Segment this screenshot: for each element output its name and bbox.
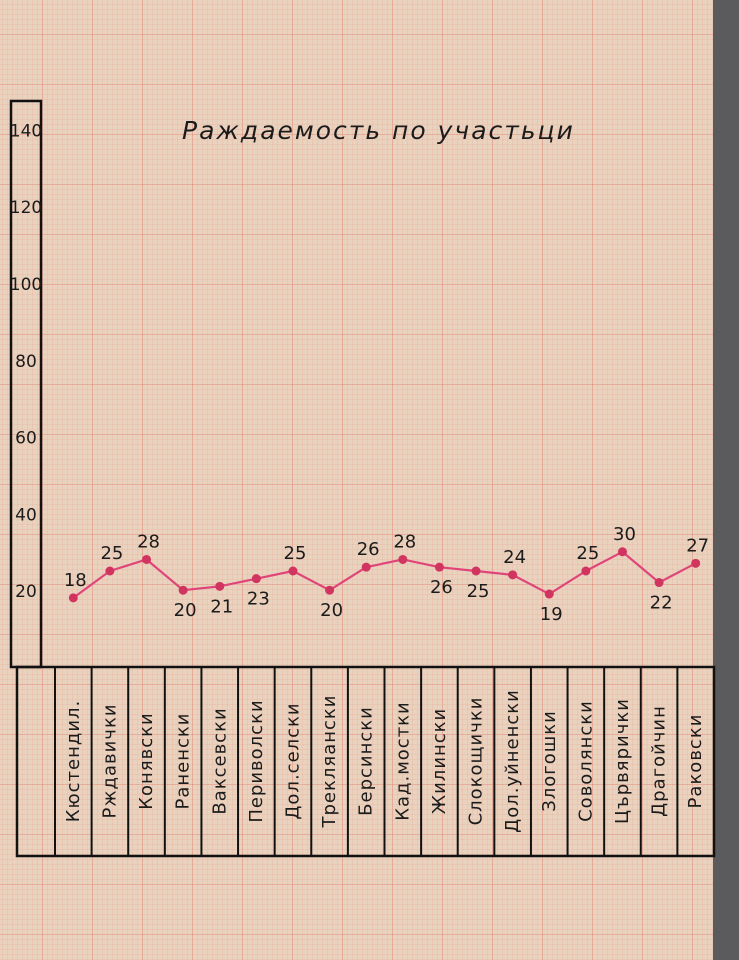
point-label: 25 [467, 581, 490, 602]
data-series: 18 25 28 20 21 23 25 20 26 28 26 25 24 19 25 30 22 27 [64, 524, 709, 625]
point-label: 28 [393, 531, 416, 552]
data-point [508, 570, 518, 580]
y-tick-label: 140 [10, 121, 42, 141]
y-axis-ticks: 20 40 60 80 100 120 140 [10, 121, 42, 602]
category-label: Злогошки [539, 710, 560, 812]
data-point [471, 566, 481, 576]
category-label: Периволски [246, 699, 267, 822]
point-label: 27 [686, 535, 709, 556]
category-label: Трекляански [319, 695, 340, 829]
data-point [544, 589, 554, 599]
category-label: Раненски [173, 713, 194, 810]
point-label: 23 [247, 589, 270, 610]
series-line [72, 550, 697, 599]
y-tick-label: 60 [15, 429, 37, 449]
category-label: Соволянски [575, 700, 596, 822]
data-point [434, 562, 444, 572]
chart-title: Раждаемость по участьци [182, 116, 575, 145]
point-label: 20 [320, 600, 343, 621]
point-label: 28 [137, 531, 160, 552]
data-point [654, 578, 664, 588]
point-label: 24 [503, 547, 526, 568]
point-label: 20 [174, 600, 197, 621]
point-label: 18 [64, 570, 87, 591]
point-label: 25 [284, 543, 307, 564]
category-label: Кюстендил. [63, 700, 84, 823]
category-label: Слокощички [466, 697, 487, 826]
data-point [617, 547, 627, 557]
category-label: Жилински [429, 708, 450, 815]
point-label: 25 [576, 543, 599, 564]
y-tick-label: 80 [15, 352, 37, 372]
grid-background [0, 0, 720, 960]
category-label: Ваксевски [209, 707, 230, 814]
data-point [105, 566, 115, 576]
category-label: Цървярички [612, 698, 633, 824]
y-tick-label: 120 [10, 198, 42, 218]
category-label: Дол.селски [282, 702, 303, 819]
category-cells: Кюстендил. Рждавички Конявски Раненски Ваксе… [54, 667, 715, 856]
data-point [581, 566, 591, 576]
category-label: Берсински [356, 706, 377, 816]
y-tick-label: 20 [15, 582, 37, 602]
point-label: 22 [650, 593, 673, 614]
data-point [178, 585, 188, 595]
point-label: 26 [430, 577, 453, 598]
point-label: 21 [210, 596, 233, 617]
data-point [691, 558, 701, 568]
point-label: 26 [357, 539, 380, 560]
y-tick-label: 40 [15, 505, 37, 525]
point-label: 25 [100, 543, 123, 564]
y-tick-label: 100 [10, 275, 42, 295]
category-label: Конявски [136, 712, 157, 809]
category-label: Рждавички [99, 703, 120, 818]
data-point [215, 581, 225, 591]
point-label: 30 [613, 524, 636, 545]
data-point [288, 566, 298, 576]
category-label: Дол.уйненски [502, 689, 523, 833]
category-label: Драгойчин [649, 705, 670, 817]
data-point [142, 554, 152, 564]
data-point [398, 554, 408, 564]
category-label: Раковски [685, 714, 706, 809]
desk-edge [713, 0, 739, 960]
data-point [251, 574, 261, 584]
category-label: Кад.мостки [392, 701, 413, 821]
data-point [68, 593, 78, 603]
data-point [361, 562, 371, 572]
point-label: 19 [540, 604, 563, 625]
data-point [325, 585, 335, 595]
